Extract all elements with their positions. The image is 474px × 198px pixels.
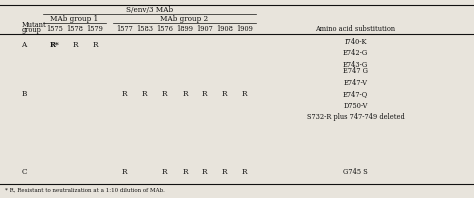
Text: D750-V: D750-V — [343, 102, 368, 110]
Text: group: group — [21, 26, 41, 34]
Text: S732-R plus 747-749 deleted: S732-R plus 747-749 deleted — [307, 113, 404, 121]
Text: E747-Q: E747-Q — [343, 90, 368, 98]
Text: 1579: 1579 — [86, 25, 103, 32]
Text: R: R — [202, 90, 208, 98]
Text: 1899: 1899 — [176, 25, 193, 32]
Text: R*: R* — [50, 41, 59, 49]
Text: Mutant: Mutant — [21, 21, 46, 29]
Text: 1578: 1578 — [66, 25, 83, 32]
Text: G745 S: G745 S — [343, 168, 368, 176]
Text: 1909: 1909 — [236, 25, 253, 32]
Text: R: R — [202, 168, 208, 176]
Text: E742-G: E742-G — [343, 49, 368, 57]
Text: I740-K: I740-K — [344, 38, 367, 46]
Text: R: R — [182, 90, 188, 98]
Text: R: R — [222, 90, 228, 98]
Text: R: R — [72, 41, 78, 49]
Text: R: R — [121, 168, 127, 176]
Text: R: R — [162, 90, 167, 98]
Text: R: R — [92, 41, 98, 49]
Text: Amino acid substitution: Amino acid substitution — [315, 25, 396, 32]
Text: 1575: 1575 — [46, 25, 63, 32]
Text: 1577: 1577 — [116, 25, 133, 32]
Text: R: R — [182, 168, 188, 176]
Text: MAb group 1: MAb group 1 — [50, 15, 99, 23]
Text: B: B — [21, 90, 27, 98]
Text: C: C — [21, 168, 27, 176]
Text: R: R — [162, 168, 167, 176]
Text: E743-G: E743-G — [343, 61, 368, 69]
Text: 1583: 1583 — [136, 25, 153, 32]
Text: R: R — [121, 90, 127, 98]
Text: A: A — [21, 41, 27, 49]
Text: 1908: 1908 — [216, 25, 233, 32]
Text: E747-V: E747-V — [344, 79, 367, 87]
Text: R: R — [242, 90, 247, 98]
Text: S/env/3 MAb: S/env/3 MAb — [126, 6, 173, 13]
Text: 1576: 1576 — [156, 25, 173, 32]
Text: 1907: 1907 — [196, 25, 213, 32]
Text: MAb group 2: MAb group 2 — [160, 15, 209, 23]
Text: R: R — [142, 90, 147, 98]
Text: E747 G: E747 G — [343, 67, 368, 75]
Text: R: R — [242, 168, 247, 176]
Text: R: R — [222, 168, 228, 176]
Text: * R, Resistant to neutralization at a 1:10 dilution of MAb.: * R, Resistant to neutralization at a 1:… — [5, 188, 164, 193]
